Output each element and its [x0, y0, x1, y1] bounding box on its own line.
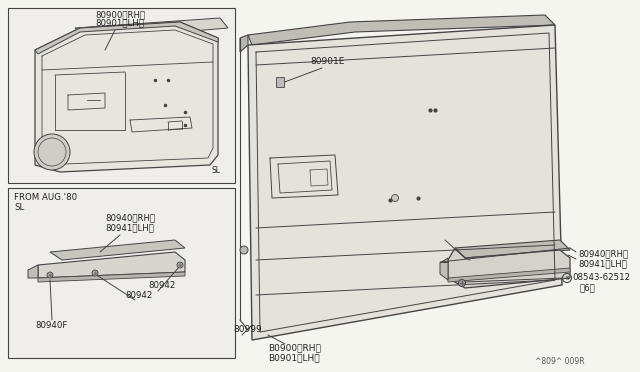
Text: FROM AUG.'80: FROM AUG.'80: [14, 192, 77, 202]
Text: 〈6〉: 〈6〉: [580, 283, 596, 292]
Polygon shape: [35, 22, 218, 54]
Text: 80940〈RH〉: 80940〈RH〉: [105, 214, 155, 222]
Circle shape: [47, 272, 53, 278]
Text: 08543-62512: 08543-62512: [572, 273, 630, 282]
Text: SL: SL: [211, 166, 220, 175]
Bar: [276, 77, 284, 87]
Polygon shape: [75, 18, 228, 40]
Text: 80941〈LH〉: 80941〈LH〉: [578, 260, 627, 269]
Text: 80942: 80942: [125, 291, 152, 299]
Circle shape: [458, 279, 465, 286]
Circle shape: [92, 270, 98, 276]
Text: 80901E: 80901E: [310, 58, 344, 67]
Circle shape: [240, 246, 248, 254]
Circle shape: [177, 262, 183, 268]
Polygon shape: [448, 248, 570, 288]
Text: 80999: 80999: [233, 326, 262, 334]
Text: 80940F: 80940F: [35, 321, 67, 330]
Polygon shape: [440, 258, 448, 280]
Text: S: S: [565, 276, 569, 280]
Polygon shape: [28, 265, 38, 278]
Text: 80941〈LH〉: 80941〈LH〉: [105, 224, 154, 232]
Polygon shape: [35, 22, 218, 172]
Text: 80900〈RH〉: 80900〈RH〉: [95, 10, 145, 19]
Polygon shape: [248, 15, 555, 45]
Text: 80940〈RH〉: 80940〈RH〉: [578, 250, 628, 259]
Text: ^809^ 009R: ^809^ 009R: [535, 357, 584, 366]
Text: 80942: 80942: [148, 280, 175, 289]
Polygon shape: [455, 240, 570, 258]
Circle shape: [34, 134, 70, 170]
Polygon shape: [248, 25, 562, 340]
Polygon shape: [448, 268, 570, 282]
Circle shape: [392, 195, 399, 202]
Polygon shape: [50, 240, 185, 260]
Text: SL: SL: [14, 202, 24, 212]
Bar: [8, 8, 235, 183]
Polygon shape: [38, 252, 185, 278]
Bar: [8, 188, 235, 358]
Text: 80901〈LH〉: 80901〈LH〉: [95, 19, 144, 28]
Polygon shape: [38, 272, 185, 282]
Text: B0901〈LH〉: B0901〈LH〉: [268, 353, 319, 362]
Text: B0900〈RH〉: B0900〈RH〉: [268, 343, 321, 353]
Polygon shape: [240, 35, 248, 52]
